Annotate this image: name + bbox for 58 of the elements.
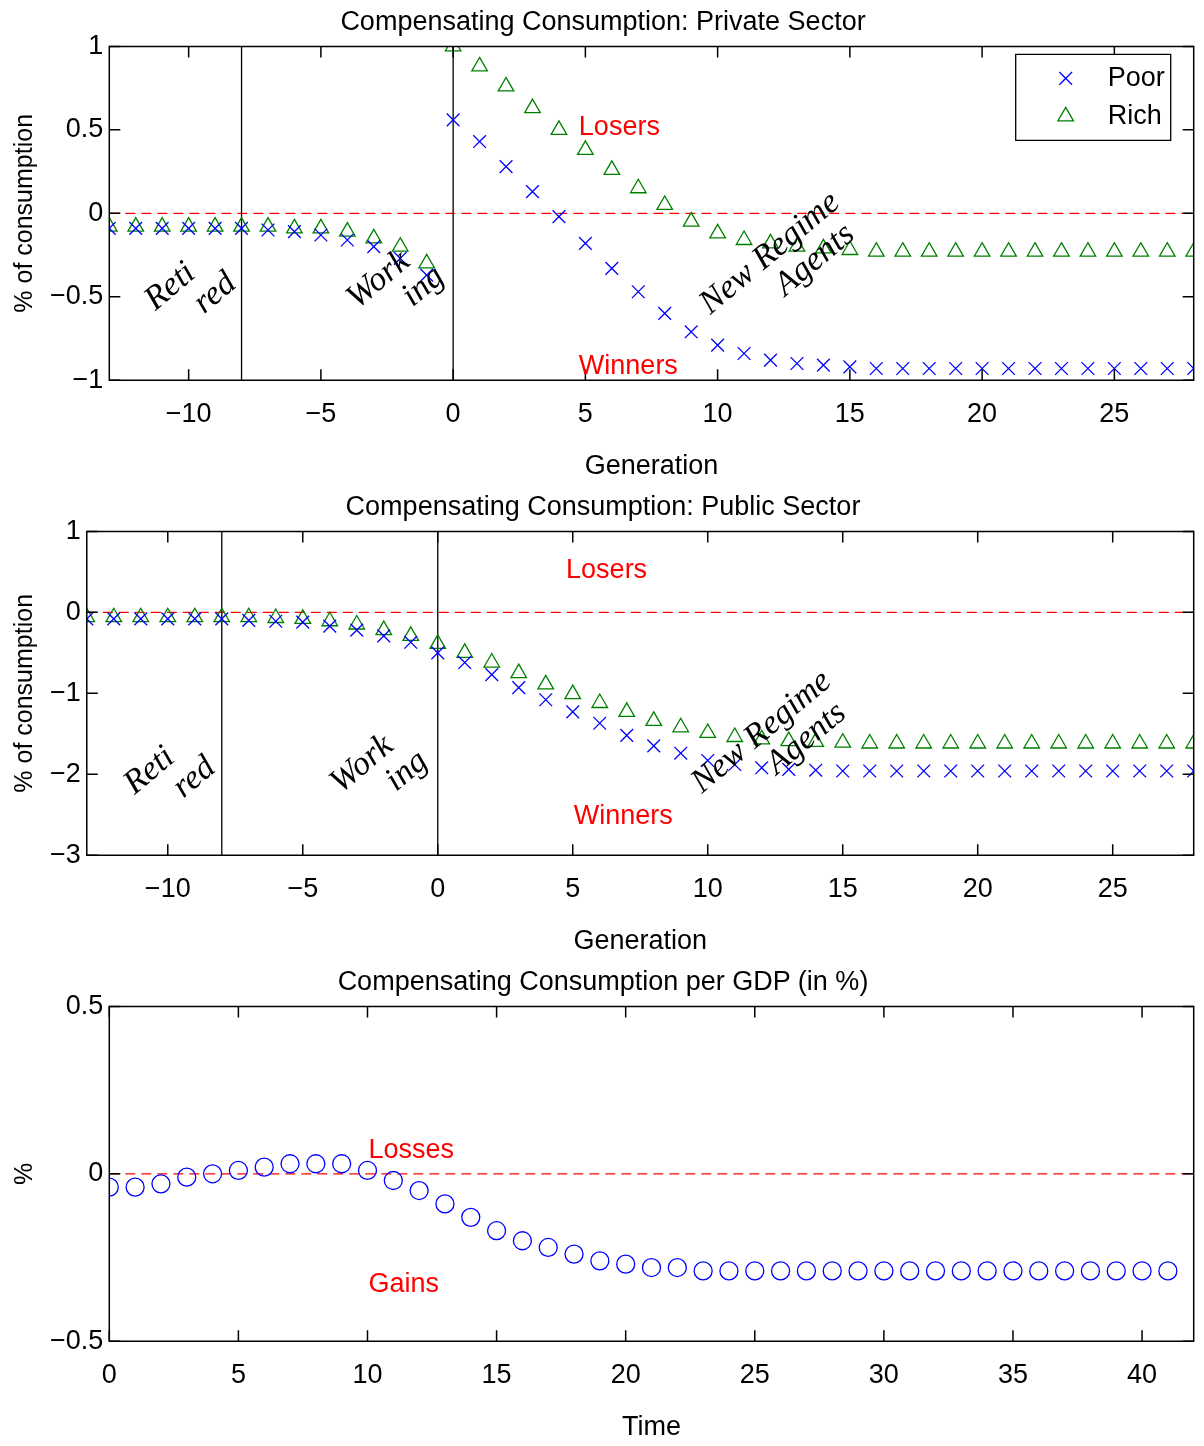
y-tick-label: 1 xyxy=(88,29,104,60)
legend-label: Poor xyxy=(1107,61,1165,92)
x-tick-label: −10 xyxy=(144,872,191,903)
y-axis-title: % xyxy=(8,1162,37,1185)
x-tick-label: 25 xyxy=(1097,872,1128,903)
x-axis-title: Generation xyxy=(573,925,708,956)
annotation: Winners xyxy=(578,350,678,381)
annotation: Losses xyxy=(368,1133,455,1164)
y-tick-label: −0.5 xyxy=(49,1324,104,1355)
y-tick-label: −0.5 xyxy=(49,280,104,311)
chart-title: Compensating Consumption: Private Sector xyxy=(340,5,866,36)
y-tick-label: 0 xyxy=(88,196,104,227)
y-tick-label: −1 xyxy=(49,676,81,707)
y-tick-label: −1 xyxy=(72,363,104,394)
x-tick-label: 10 xyxy=(702,397,733,428)
x-tick-label: 15 xyxy=(827,872,858,903)
legend-label: Rich xyxy=(1107,99,1162,130)
x-tick-label: 10 xyxy=(692,872,723,903)
annotation: Work ing xyxy=(321,725,434,800)
x-tick-label: 10 xyxy=(352,1358,383,1389)
x-tick-label: 35 xyxy=(997,1358,1028,1389)
x-tick-label: 0 xyxy=(430,872,446,903)
annotation: Gains xyxy=(368,1267,440,1298)
x-axis-title: Time xyxy=(622,1411,681,1442)
x-tick-label: −5 xyxy=(287,872,319,903)
y-tick-label: −2 xyxy=(49,757,81,788)
x-tick-label: 25 xyxy=(1099,397,1130,428)
annotation: Losers xyxy=(566,553,648,584)
x-tick-label: −10 xyxy=(165,397,212,428)
annotation: Reti red xyxy=(114,737,223,804)
chart-title: Compensating Consumption per GDP (in %) xyxy=(337,965,869,996)
y-tick-label: −3 xyxy=(49,838,81,869)
x-tick-label: 0 xyxy=(445,397,461,428)
y-tick-label: 0 xyxy=(88,1157,104,1188)
x-tick-label: 15 xyxy=(834,397,865,428)
x-tick-label: 15 xyxy=(481,1358,512,1389)
annotation: Work ing xyxy=(338,240,451,315)
x-tick-label: 5 xyxy=(565,872,581,903)
x-tick-label: 20 xyxy=(962,872,993,903)
annotation: Losers xyxy=(578,110,660,141)
x-tick-label: −5 xyxy=(305,397,337,428)
x-tick-label: 5 xyxy=(577,397,593,428)
x-tick-label: 25 xyxy=(739,1358,770,1389)
y-axis-title: % of consumption xyxy=(8,593,37,793)
x-tick-label: 5 xyxy=(230,1358,246,1389)
y-tick-label: 0.5 xyxy=(65,989,104,1020)
y-axis-title: % of consumption xyxy=(8,113,37,313)
annotation: Reti red xyxy=(135,252,244,320)
y-tick-label: 1 xyxy=(65,514,81,545)
x-tick-label: 40 xyxy=(1127,1358,1158,1389)
y-tick-label: 0.5 xyxy=(65,113,104,144)
x-tick-label: 20 xyxy=(610,1358,641,1389)
y-tick-label: 0 xyxy=(65,595,81,626)
x-tick-label: 30 xyxy=(868,1358,899,1389)
annotation: Winners xyxy=(573,799,673,830)
x-axis-title: Generation xyxy=(584,450,719,481)
chart-title: Compensating Consumption: Public Sector xyxy=(345,490,861,521)
x-tick-label: 20 xyxy=(967,397,998,428)
